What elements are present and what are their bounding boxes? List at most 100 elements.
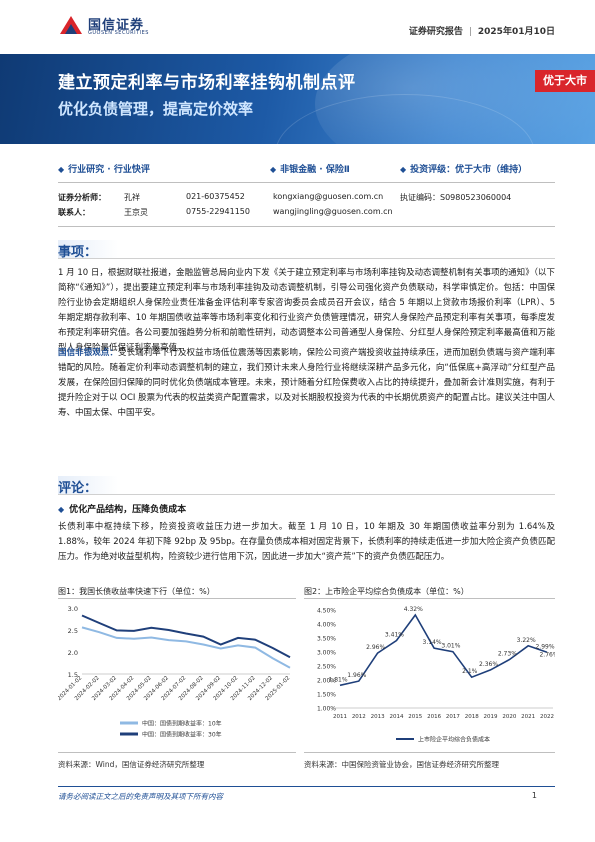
logo-text-en: GUOSEN SECURITIES: [88, 30, 149, 36]
tag-row: ◆ 行业研究 · 行业快评 ◆ 非银金融 · 保险Ⅱ ◆ 投资评级：优于大市（维持）: [58, 162, 555, 178]
analyst-row: 证券分析师： 孔祥 021-60375452 kongxiang@guosen.…: [58, 192, 555, 207]
x-tick-label: 2019: [484, 714, 498, 720]
analyst-cert: 执证编码：S0980523060004: [400, 193, 512, 202]
y-tick-label: 3.0: [68, 605, 78, 613]
contact-name: 王京灵: [124, 208, 148, 217]
data-label: 4.32%: [404, 606, 423, 613]
comment-paragraph: 长债利率中枢持续下移，险资投资收益压力进一步加大。截至 1 月 10 日，10 …: [58, 522, 555, 562]
analyst-name: 孔祥: [124, 193, 140, 202]
fig2-source: 资料来源：中国保险资管业协会，国信证券经济研究所整理: [304, 760, 499, 769]
data-label: 1.81%: [328, 676, 347, 683]
y-tick-label: 1.5: [68, 671, 78, 679]
data-label: 3.41%: [385, 632, 404, 639]
x-tick-label: 2011: [333, 714, 347, 720]
series-line: [81, 626, 291, 669]
x-tick-label: 2020: [502, 714, 516, 720]
contact-row: 联系人： 王京灵 0755-22941150 wangjingling@guos…: [58, 207, 555, 222]
y-tick-label: 2.0: [68, 649, 78, 657]
tag-category-text: 行业研究 · 行业快评: [68, 165, 150, 175]
x-tick-label: 2013: [371, 714, 385, 720]
section-divider: [58, 258, 555, 259]
comment-bullet: ◆ 优化产品结构，压降负债成本: [58, 502, 186, 515]
series-line: [339, 613, 548, 687]
contact-email[interactable]: wangjingling@guosen.com.cn: [273, 207, 393, 216]
y-tick-label: 1.00%: [317, 706, 336, 713]
data-label: 1.96%: [347, 672, 366, 679]
analyst-phone: 021-60375452: [186, 192, 245, 201]
fig1-source: 资料来源：Wind，国信证券经济研究所整理: [58, 760, 205, 769]
analyst-table: 证券分析师： 孔祥 021-60375452 kongxiang@guosen.…: [58, 192, 555, 222]
report-title: 建立预定利率与市场利率挂钩机制点评: [58, 73, 356, 93]
x-tick-label: 2016: [427, 714, 441, 720]
x-tick-label: 2014: [389, 714, 403, 720]
y-tick-label: 3.00%: [317, 650, 336, 657]
view-paragraph: 国信非银观点：受长端利率下行及权益市场低位震荡等因素影响，保险公司资产端投资收益…: [58, 346, 555, 421]
data-label: 2.36%: [479, 661, 498, 668]
legend-label: 中国：国债到期收益率：10年: [142, 720, 222, 728]
legend-label: 上市险企平均综合负债成本: [418, 736, 490, 744]
page-number: 1: [531, 791, 537, 800]
section-divider: [58, 494, 555, 495]
x-tick-label: 2022: [540, 714, 554, 720]
section-heading-bg: [58, 240, 118, 258]
x-tick-label: 2012: [352, 714, 366, 720]
divider: [58, 182, 555, 183]
x-tick-label: 2018: [465, 714, 479, 720]
y-tick-label: 2.50%: [317, 664, 336, 671]
diamond-icon: ◆: [58, 165, 65, 174]
y-tick-label: 4.00%: [317, 622, 336, 629]
diamond-icon: ◆: [58, 505, 65, 514]
fig1-chart: 3.02.52.01.52024-01-022024-02-022024-03-…: [58, 605, 291, 739]
contact-phone: 0755-22941150: [186, 207, 250, 216]
logo-text-cn: 国信证券: [88, 18, 145, 33]
data-label: 3.14%: [423, 639, 442, 646]
analyst-label: 证券分析师：: [58, 193, 106, 202]
fig2-title-rule: [304, 598, 555, 599]
data-label: 2.73%: [498, 651, 517, 658]
section-heading-event: 事项：: [58, 245, 98, 260]
tag-rating-text: 投资评级：优于大市（维持）: [410, 165, 528, 175]
fig2-bottom-rule: [304, 752, 555, 753]
title-banner: 建立预定利率与市场利率挂钩机制点评 优化负债管理，提高定价效率 优于大市: [0, 54, 595, 144]
comment-bullet-text: 优化产品结构，压降负债成本: [69, 505, 187, 515]
report-subtitle: 优化负债管理，提高定价效率: [58, 100, 254, 118]
y-tick-label: 4.50%: [317, 608, 336, 615]
y-tick-label: 1.50%: [317, 692, 336, 699]
y-tick-label: 2.00%: [317, 678, 336, 685]
fig1-title: 图1：我国长债收益率快速下行（单位：%）: [58, 587, 215, 596]
fig2-title: 图2：上市险企平均综合负债成本（单位：%）: [304, 587, 469, 596]
header-meta: 证券研究报告 | 2025年01月10日: [409, 24, 555, 37]
header-separator: |: [468, 27, 472, 37]
diamond-icon: ◆: [270, 165, 277, 174]
data-label-extra: 2.76%: [539, 652, 555, 659]
x-tick-label: 2015: [408, 714, 422, 720]
analyst-email[interactable]: kongxiang@guosen.com.cn: [273, 192, 384, 201]
fig1-title-rule: [58, 598, 296, 599]
fig2-chart: 4.50% 4.00% 3.50% 3.00% 2.50% 2.00% 1.50% 1.00%…: [317, 606, 555, 744]
view-label: 国信非银观点：: [58, 348, 118, 358]
rating-badge: 优于大市: [535, 70, 595, 92]
diamond-icon: ◆: [400, 165, 407, 174]
section-heading-comment: 评论：: [58, 481, 98, 496]
tag-sector-text: 非银金融 · 保险Ⅱ: [280, 165, 350, 175]
data-label: 3.01%: [441, 643, 460, 650]
divider: [58, 226, 555, 227]
tag-rating: ◆ 投资评级：优于大市（维持）: [400, 162, 527, 175]
contact-label: 联系人：: [58, 208, 90, 217]
x-tick-label: 2017: [446, 714, 460, 720]
data-label: 2.96%: [366, 644, 385, 651]
data-label: 3.22%: [517, 637, 536, 644]
y-tick-label: 2.5: [68, 627, 78, 635]
report-type: 证券研究报告: [408, 27, 463, 37]
logo-mark-icon: [60, 16, 82, 34]
legend-label: 中国：国债到期收益率：30年: [142, 731, 222, 739]
footer-rule: [58, 786, 555, 787]
footer-disclaimer[interactable]: 请务必阅读正文之后的免责声明及其项下所有内容: [58, 792, 223, 801]
y-tick-label: 3.50%: [317, 636, 336, 643]
data-label: 2.1%: [462, 668, 478, 675]
report-date: 2025年01月10日: [477, 27, 555, 37]
fig1-bottom-rule: [58, 752, 296, 753]
series-line: [81, 614, 291, 659]
section-heading-bg: [58, 476, 118, 494]
company-logo: 国信证券 GUOSEN SECURITIES: [58, 12, 168, 42]
